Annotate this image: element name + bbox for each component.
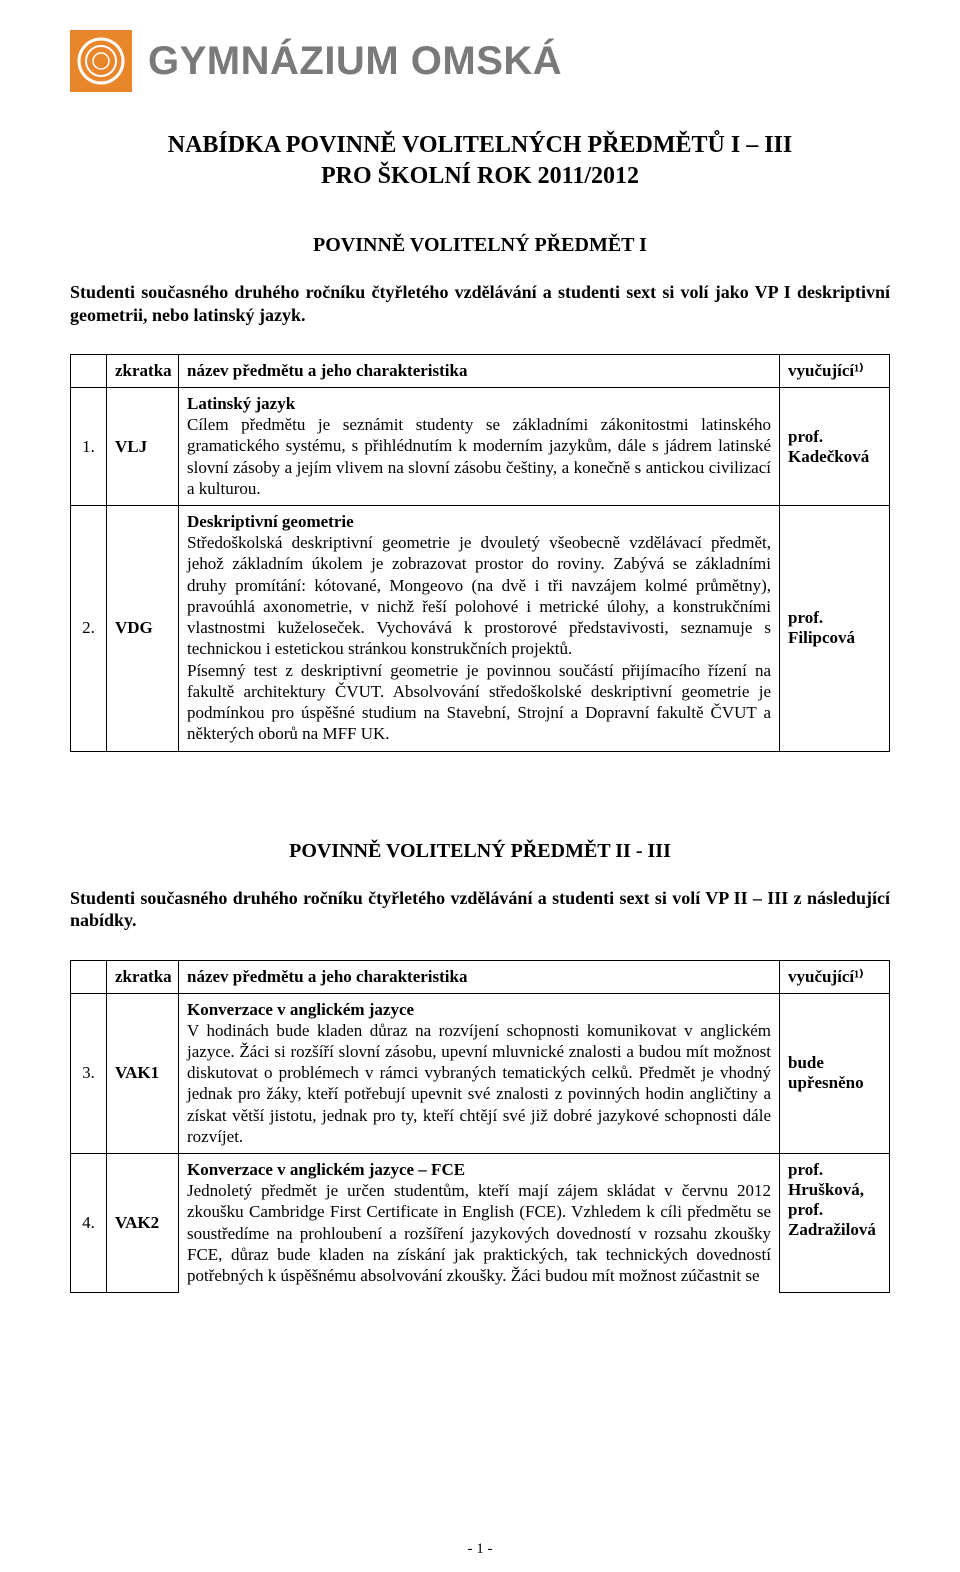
section2-intro: Studenti současného druhého ročníku čtyř… xyxy=(70,887,890,932)
row-teacher: prof. Kadečková xyxy=(780,388,890,506)
row-number: 4. xyxy=(71,1154,107,1293)
row-abbr: VAK2 xyxy=(107,1154,179,1293)
col-header-number xyxy=(71,960,107,993)
table-row: 4. VAK2 Konverzace v anglickém jazyce – … xyxy=(71,1154,890,1293)
row-number: 3. xyxy=(71,993,107,1154)
row-description: Konverzace v anglickém jazyce – FCE Jedn… xyxy=(179,1154,780,1293)
row-abbr: VAK1 xyxy=(107,993,179,1154)
brand-header: GYMNÁZIUM OMSKÁ xyxy=(70,30,890,92)
section2-heading: POVINNĚ VOLITELNÝ PŘEDMĚT II - III xyxy=(70,840,890,863)
row-description: Konverzace v anglickém jazyce V hodinách… xyxy=(179,993,780,1154)
section1-heading: POVINNĚ VOLITELNÝ PŘEDMĚT I xyxy=(70,234,890,257)
logo-mark xyxy=(70,30,132,92)
col-header-teacher: vyučující¹⁾ xyxy=(780,960,890,993)
row-teacher: bude upřesněno xyxy=(780,993,890,1154)
brand-name: GYMNÁZIUM OMSKÁ xyxy=(148,39,562,84)
row-teacher: prof. Filipcová xyxy=(780,506,890,752)
col-header-abbr: zkratka xyxy=(107,960,179,993)
section1-intro: Studenti současného druhého ročníku čtyř… xyxy=(70,281,890,326)
col-header-number xyxy=(71,355,107,388)
page-number: - 1 - xyxy=(0,1541,960,1558)
subject-title: Konverzace v anglickém jazyce xyxy=(187,1000,771,1020)
col-header-desc: název předmětu a jeho charakteristika xyxy=(179,960,780,993)
subject-body: V hodinách bude kladen důraz na rozvíjen… xyxy=(187,1020,771,1148)
table-row: 2. VDG Deskriptivní geometrie Středoškol… xyxy=(71,506,890,752)
row-description: Latinský jazyk Cílem předmětu je seznámi… xyxy=(179,388,780,506)
subject-title: Deskriptivní geometrie xyxy=(187,512,771,532)
subject-table-2: zkratka název předmětu a jeho charakteri… xyxy=(70,960,890,1293)
row-abbr: VDG xyxy=(107,506,179,752)
table-header-row: zkratka název předmětu a jeho charakteri… xyxy=(71,960,890,993)
table-header-row: zkratka název předmětu a jeho charakteri… xyxy=(71,355,890,388)
logo-icon xyxy=(75,35,127,87)
subject-title: Konverzace v anglickém jazyce – FCE xyxy=(187,1160,465,1179)
page-title-line1: NABÍDKA POVINNĚ VOLITELNÝCH PŘEDMĚTŮ I –… xyxy=(70,132,890,159)
subject-table-1: zkratka název předmětu a jeho charakteri… xyxy=(70,354,890,752)
row-abbr: VLJ xyxy=(107,388,179,506)
row-description: Deskriptivní geometrie Středoškolská des… xyxy=(179,506,780,752)
row-teacher: prof. Hrušková, prof. Zadražilová xyxy=(780,1154,890,1293)
col-header-desc: název předmětu a jeho charakteristika xyxy=(179,355,780,388)
row-number: 2. xyxy=(71,506,107,752)
subject-body: Cílem předmětu je seznámit studenty se z… xyxy=(187,414,771,499)
subject-body: Jednoletý předmět je určen studentům, kt… xyxy=(187,1180,771,1286)
subject-body: Středoškolská deskriptivní geometrie je … xyxy=(187,532,771,745)
col-header-abbr: zkratka xyxy=(107,355,179,388)
row-number: 1. xyxy=(71,388,107,506)
table-row: 1. VLJ Latinský jazyk Cílem předmětu je … xyxy=(71,388,890,506)
col-header-teacher: vyučující¹⁾ xyxy=(780,355,890,388)
table-row: 3. VAK1 Konverzace v anglickém jazyce V … xyxy=(71,993,890,1154)
subject-title: Latinský jazyk xyxy=(187,394,771,414)
page-title-line2: PRO ŠKOLNÍ ROK 2011/2012 xyxy=(70,163,890,190)
